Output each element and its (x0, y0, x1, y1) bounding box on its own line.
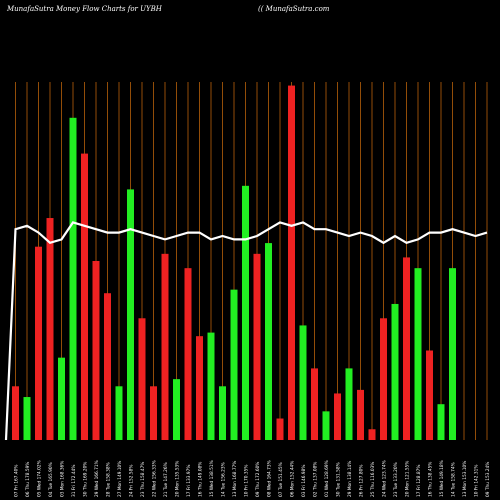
bar (334, 393, 341, 440)
x-tick-label: 30 Tue 131.58% (336, 462, 342, 497)
x-tick-label: 07 Fri 167.40% (14, 465, 20, 497)
bar (276, 418, 284, 440)
x-tick-label: 30 Thu 169.20% (83, 462, 89, 497)
x-tick-label: 20 Mon 121.55% (405, 461, 411, 497)
bar (414, 268, 422, 440)
x-tick-label: 24 Fri 152.58% (129, 465, 135, 497)
x-tick-label: 03 Fri 146.98% (301, 465, 307, 497)
x-tick-label: 23 Tue 133.20% (393, 462, 399, 497)
x-tick-label: 17 Fri 128.87% (416, 465, 422, 497)
bar (46, 218, 54, 440)
x-tick-label: 01 Wed 128.69% (324, 460, 330, 497)
bar (23, 397, 31, 440)
x-tick-label: 17 Fri 133.97% (186, 465, 192, 497)
x-tick-label: 14 Tue 158.74% (451, 462, 457, 497)
x-tick-label: 07 Tue 151.45% (278, 462, 284, 497)
money-flow-line (4, 221, 488, 441)
x-tick-label: 27 Mon 149.10% (117, 461, 123, 497)
x-tick-label: 22 Wed 156.33% (152, 460, 158, 497)
x-tick-label: 31 Fri 172.44% (71, 465, 77, 497)
bar (81, 153, 88, 440)
bar (322, 411, 330, 440)
bar (288, 85, 295, 440)
x-tick-label: 16 Thu 149.08% (198, 462, 204, 497)
bar (357, 389, 364, 440)
bar (242, 185, 249, 440)
bar (426, 350, 433, 440)
x-tick-label: 15 Wed 149.18% (439, 460, 445, 497)
money-flow-bars (12, 85, 456, 441)
bar (196, 336, 203, 440)
x-tick-label: 05 Wed 174.02% (37, 460, 43, 497)
x-tick-label: 02 Thu 137.08% (313, 462, 319, 497)
x-tick-label: 08 Wed 164.73% (267, 460, 273, 497)
x-tick-label: 09 Thu 153.24% (485, 462, 491, 497)
x-tick-label: 13 Mon 168.77% (232, 461, 238, 497)
bar (35, 246, 42, 440)
x-tick-label: 06 Mon 152.44% (290, 461, 296, 497)
x-axis-labels: 07 Fri 167.40% 06 Thu 178.59% 05 Wed 174.0… (14, 460, 492, 497)
bar (127, 189, 134, 440)
bar (138, 318, 146, 440)
x-tick-label: 14 Tue 156.23% (221, 462, 227, 497)
x-tick-label: 04 Tue 165.90% (48, 462, 54, 497)
bar (437, 404, 445, 440)
bar (299, 325, 307, 440)
bar (58, 357, 65, 440)
x-tick-label: 20 Mon 135.53% (175, 461, 181, 497)
x-tick-label: 06 Thu 178.59% (25, 462, 31, 497)
bar (380, 318, 387, 440)
x-tick-label: 26 Fri 127.80% (359, 465, 365, 497)
bar (449, 268, 456, 440)
bar (391, 303, 399, 440)
bar (207, 332, 215, 440)
bar (311, 368, 318, 440)
bar (150, 386, 157, 440)
bar (173, 379, 180, 440)
x-tick-label: 24 Wed 123.74% (382, 460, 388, 497)
bar (345, 368, 353, 440)
x-tick-label: 15 Wed 138.51% (209, 460, 215, 497)
bar (115, 386, 123, 440)
bar (230, 289, 238, 440)
x-tick-label: 29 Mon 138.14% (347, 461, 353, 497)
watermark: (( MunafaSutra.com (258, 5, 330, 13)
x-tick-label: 28 Tue 158.38% (106, 462, 112, 497)
bar (253, 253, 261, 440)
x-tick-label: 09 Thu 172.60% (255, 462, 261, 497)
x-tick-label: 16 Thu 138.45% (428, 462, 434, 497)
x-tick-label: 03 Mon 168.36% (60, 461, 66, 497)
bar (219, 386, 226, 440)
x-tick-label: 13 Mon 153.10% (462, 461, 468, 497)
x-tick-label: 25 Thu 116.03% (370, 462, 376, 497)
x-tick-label: 21 Tue 147.26% (163, 462, 169, 497)
bar (92, 261, 100, 440)
chart-title: MunafaSutra Money Flow Charts for UYBH (7, 5, 162, 13)
bar (104, 293, 111, 440)
bar (12, 386, 19, 440)
x-tick-label: 29 Wed 166.71% (94, 460, 100, 497)
bar (403, 257, 410, 440)
x-tick-label: 10 Fri 170.35% (244, 465, 250, 497)
bar (161, 253, 169, 440)
bar (368, 429, 376, 440)
x-tick-label: 23 Thu 158.47% (140, 462, 146, 497)
bar (184, 268, 192, 440)
bar (69, 117, 77, 441)
bar (265, 243, 272, 440)
x-tick-label: 10 Fri 142.31% (474, 465, 480, 497)
